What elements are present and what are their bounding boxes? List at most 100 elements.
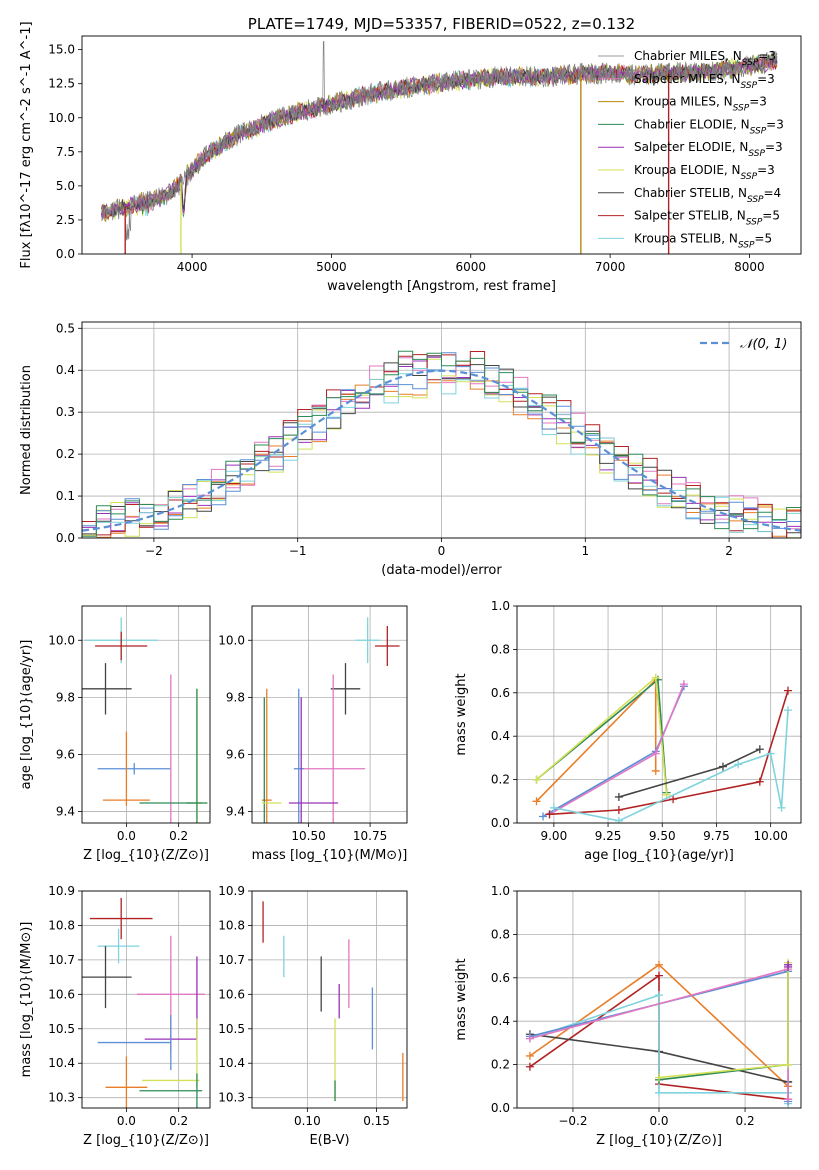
- x-tick-label: 0.2: [736, 1114, 755, 1128]
- x-tick-label: 0.2: [169, 1114, 188, 1128]
- chart-title: PLATE=1749, MJD=53357, FIBERID=0522, z=0…: [248, 15, 635, 33]
- y-tick-label: 10.7: [218, 953, 245, 967]
- y-tick-label: 0.2: [491, 1058, 510, 1072]
- y-tick-label: 9.4: [56, 805, 75, 819]
- x-axis-label: Z [log_{10}(Z/Z⊙)]: [596, 1133, 722, 1148]
- data-point-marker: [525, 1062, 534, 1071]
- axes-frame: [516, 890, 802, 1109]
- y-tick-label: 0.0: [56, 247, 75, 261]
- mass-weight-vs-age-panel: 9.00 9.25 9.50 9.75 10.00 0.0 0.2 0.4 0.6 0.8 1.0 a…: [454, 599, 802, 863]
- data-point-marker: [525, 1034, 534, 1043]
- y-tick-label: 0.4: [491, 1014, 510, 1028]
- y-tick-label: 15.0: [48, 43, 75, 57]
- y-tick-label: 0.0: [56, 531, 75, 545]
- data-point-marker: [784, 962, 793, 971]
- y-tick-label: 0.8: [491, 642, 510, 656]
- x-tick-label: 2: [725, 544, 733, 558]
- y-tick-label: 9.8: [56, 690, 75, 704]
- series-lines: [525, 958, 793, 1108]
- data-point-marker: [655, 960, 663, 969]
- axes-frame: [81, 321, 802, 539]
- y-tick-label: 0.8: [491, 927, 510, 941]
- legend-entry: Salpeter ELODIE, NSSP=3: [634, 140, 783, 159]
- x-tick-label: 0.15: [363, 1114, 390, 1128]
- y-tick-label: 2.5: [56, 213, 75, 227]
- mass-vs-Z-panel: 0.0 0.2 10.3 10.4 10.5 10.6 10.7 10.8 10.9 Z [log…: [19, 884, 211, 1148]
- x-tick-label: 4000: [177, 260, 208, 274]
- data-point-marker: [777, 803, 786, 812]
- data-point-marker: [784, 1060, 793, 1069]
- legend-entry: Salpeter MILES, NSSP=3: [634, 72, 775, 91]
- x-tick-label: 0.0: [649, 1114, 668, 1128]
- legend-entry: Kroupa MILES, NSSP=3: [634, 95, 767, 114]
- x-axis-label: mass [log_{10}(M/M⊙)]: [252, 848, 408, 863]
- age-vs-mass-panel: 10.50 10.75 9.4 9.6 9.8 10.0 mass [log_{10}(M/…: [218, 605, 408, 863]
- model-spectrum-line: [101, 57, 778, 221]
- y-tick-label: 9.6: [226, 747, 245, 761]
- error-bars: [262, 901, 404, 1102]
- x-tick-label: −1: [289, 544, 307, 558]
- data-point-marker: [783, 706, 792, 715]
- y-tick-label: 10.3: [218, 1091, 245, 1105]
- x-tick-label: −2: [145, 544, 163, 558]
- x-tick-label: 0.0: [117, 1114, 136, 1128]
- data-point-marker: [525, 1051, 534, 1060]
- y-tick-label: 0.4: [491, 729, 510, 743]
- data-point-marker: [655, 1073, 663, 1082]
- y-tick-label: 9.4: [226, 805, 245, 819]
- x-tick-label: 9.50: [649, 829, 676, 843]
- data-point-marker: [755, 777, 764, 786]
- axes-frame: [81, 890, 211, 1109]
- y-tick-label: 10.9: [218, 884, 245, 898]
- y-tick-label: 0.0: [491, 816, 510, 830]
- axes-frame: [251, 890, 408, 1109]
- data-point-marker: [734, 760, 743, 769]
- x-tick-label: −0.2: [558, 1114, 587, 1128]
- y-axis-label: mass weight: [454, 958, 469, 1040]
- y-tick-label: 10.8: [218, 918, 245, 932]
- legend-entry: Kroupa ELODIE, NSSP=3: [634, 163, 775, 182]
- y-tick-label: 9.8: [226, 690, 245, 704]
- y-tick-label: 0.1: [56, 489, 75, 503]
- y-tick-label: 10.4: [218, 1056, 245, 1070]
- data-point-marker: [651, 673, 660, 682]
- data-point-marker: [755, 745, 764, 754]
- x-tick-label: 10.00: [753, 829, 787, 843]
- y-tick-label: 10.9: [48, 884, 75, 898]
- data-point-marker: [679, 680, 688, 689]
- y-tick-label: 0.6: [491, 971, 510, 985]
- y-tick-label: 10.3: [48, 1091, 75, 1105]
- data-point-marker: [614, 792, 623, 801]
- y-tick-label: 10.0: [48, 633, 75, 647]
- data-point-marker: [614, 816, 623, 823]
- x-tick-label: 7000: [595, 260, 626, 274]
- axes-frame: [81, 605, 211, 824]
- data-point-marker: [549, 803, 558, 812]
- axes-frame: [516, 605, 802, 824]
- legend-entry: 𝒩(0, 1): [740, 337, 787, 352]
- x-axis-label: (data-model)/error: [381, 563, 502, 578]
- x-axis-label: Z [log_{10}(Z/Z⊙)]: [83, 848, 209, 863]
- normal-curve: [82, 369, 801, 532]
- mass-weight-line: [618, 748, 761, 798]
- y-axis-label: age [log_{10}(age/yr)]: [19, 640, 34, 790]
- axes-frame: [251, 605, 408, 824]
- spectrum-panel: 4000 5000 6000 7000 8000 0.0 2.5 5.0 7.5 10.0 12.5…: [19, 15, 802, 294]
- x-tick-label: 10.50: [291, 829, 325, 843]
- data-point-marker: [532, 797, 541, 806]
- legend-entry: Chabrier STELIB, NSSP=4: [634, 186, 781, 205]
- histograms: [82, 350, 801, 538]
- y-tick-label: 0.2: [491, 773, 510, 787]
- y-tick-label: 10.5: [218, 1022, 245, 1036]
- y-tick-label: 0.2: [56, 447, 75, 461]
- legend-entry: Salpeter STELIB, NSSP=5: [634, 209, 780, 228]
- x-tick-label: 6000: [455, 260, 486, 274]
- x-tick-label: 0.10: [294, 1114, 321, 1128]
- y-tick-label: 0.6: [491, 686, 510, 700]
- data-point-marker: [669, 795, 678, 804]
- data-point-marker: [614, 805, 623, 814]
- legend: 𝒩(0, 1): [700, 337, 787, 352]
- y-tick-label: 5.0: [56, 179, 75, 193]
- x-tick-label: 5000: [316, 260, 347, 274]
- x-axis-label: Z [log_{10}(Z/Z⊙)]: [83, 1133, 209, 1148]
